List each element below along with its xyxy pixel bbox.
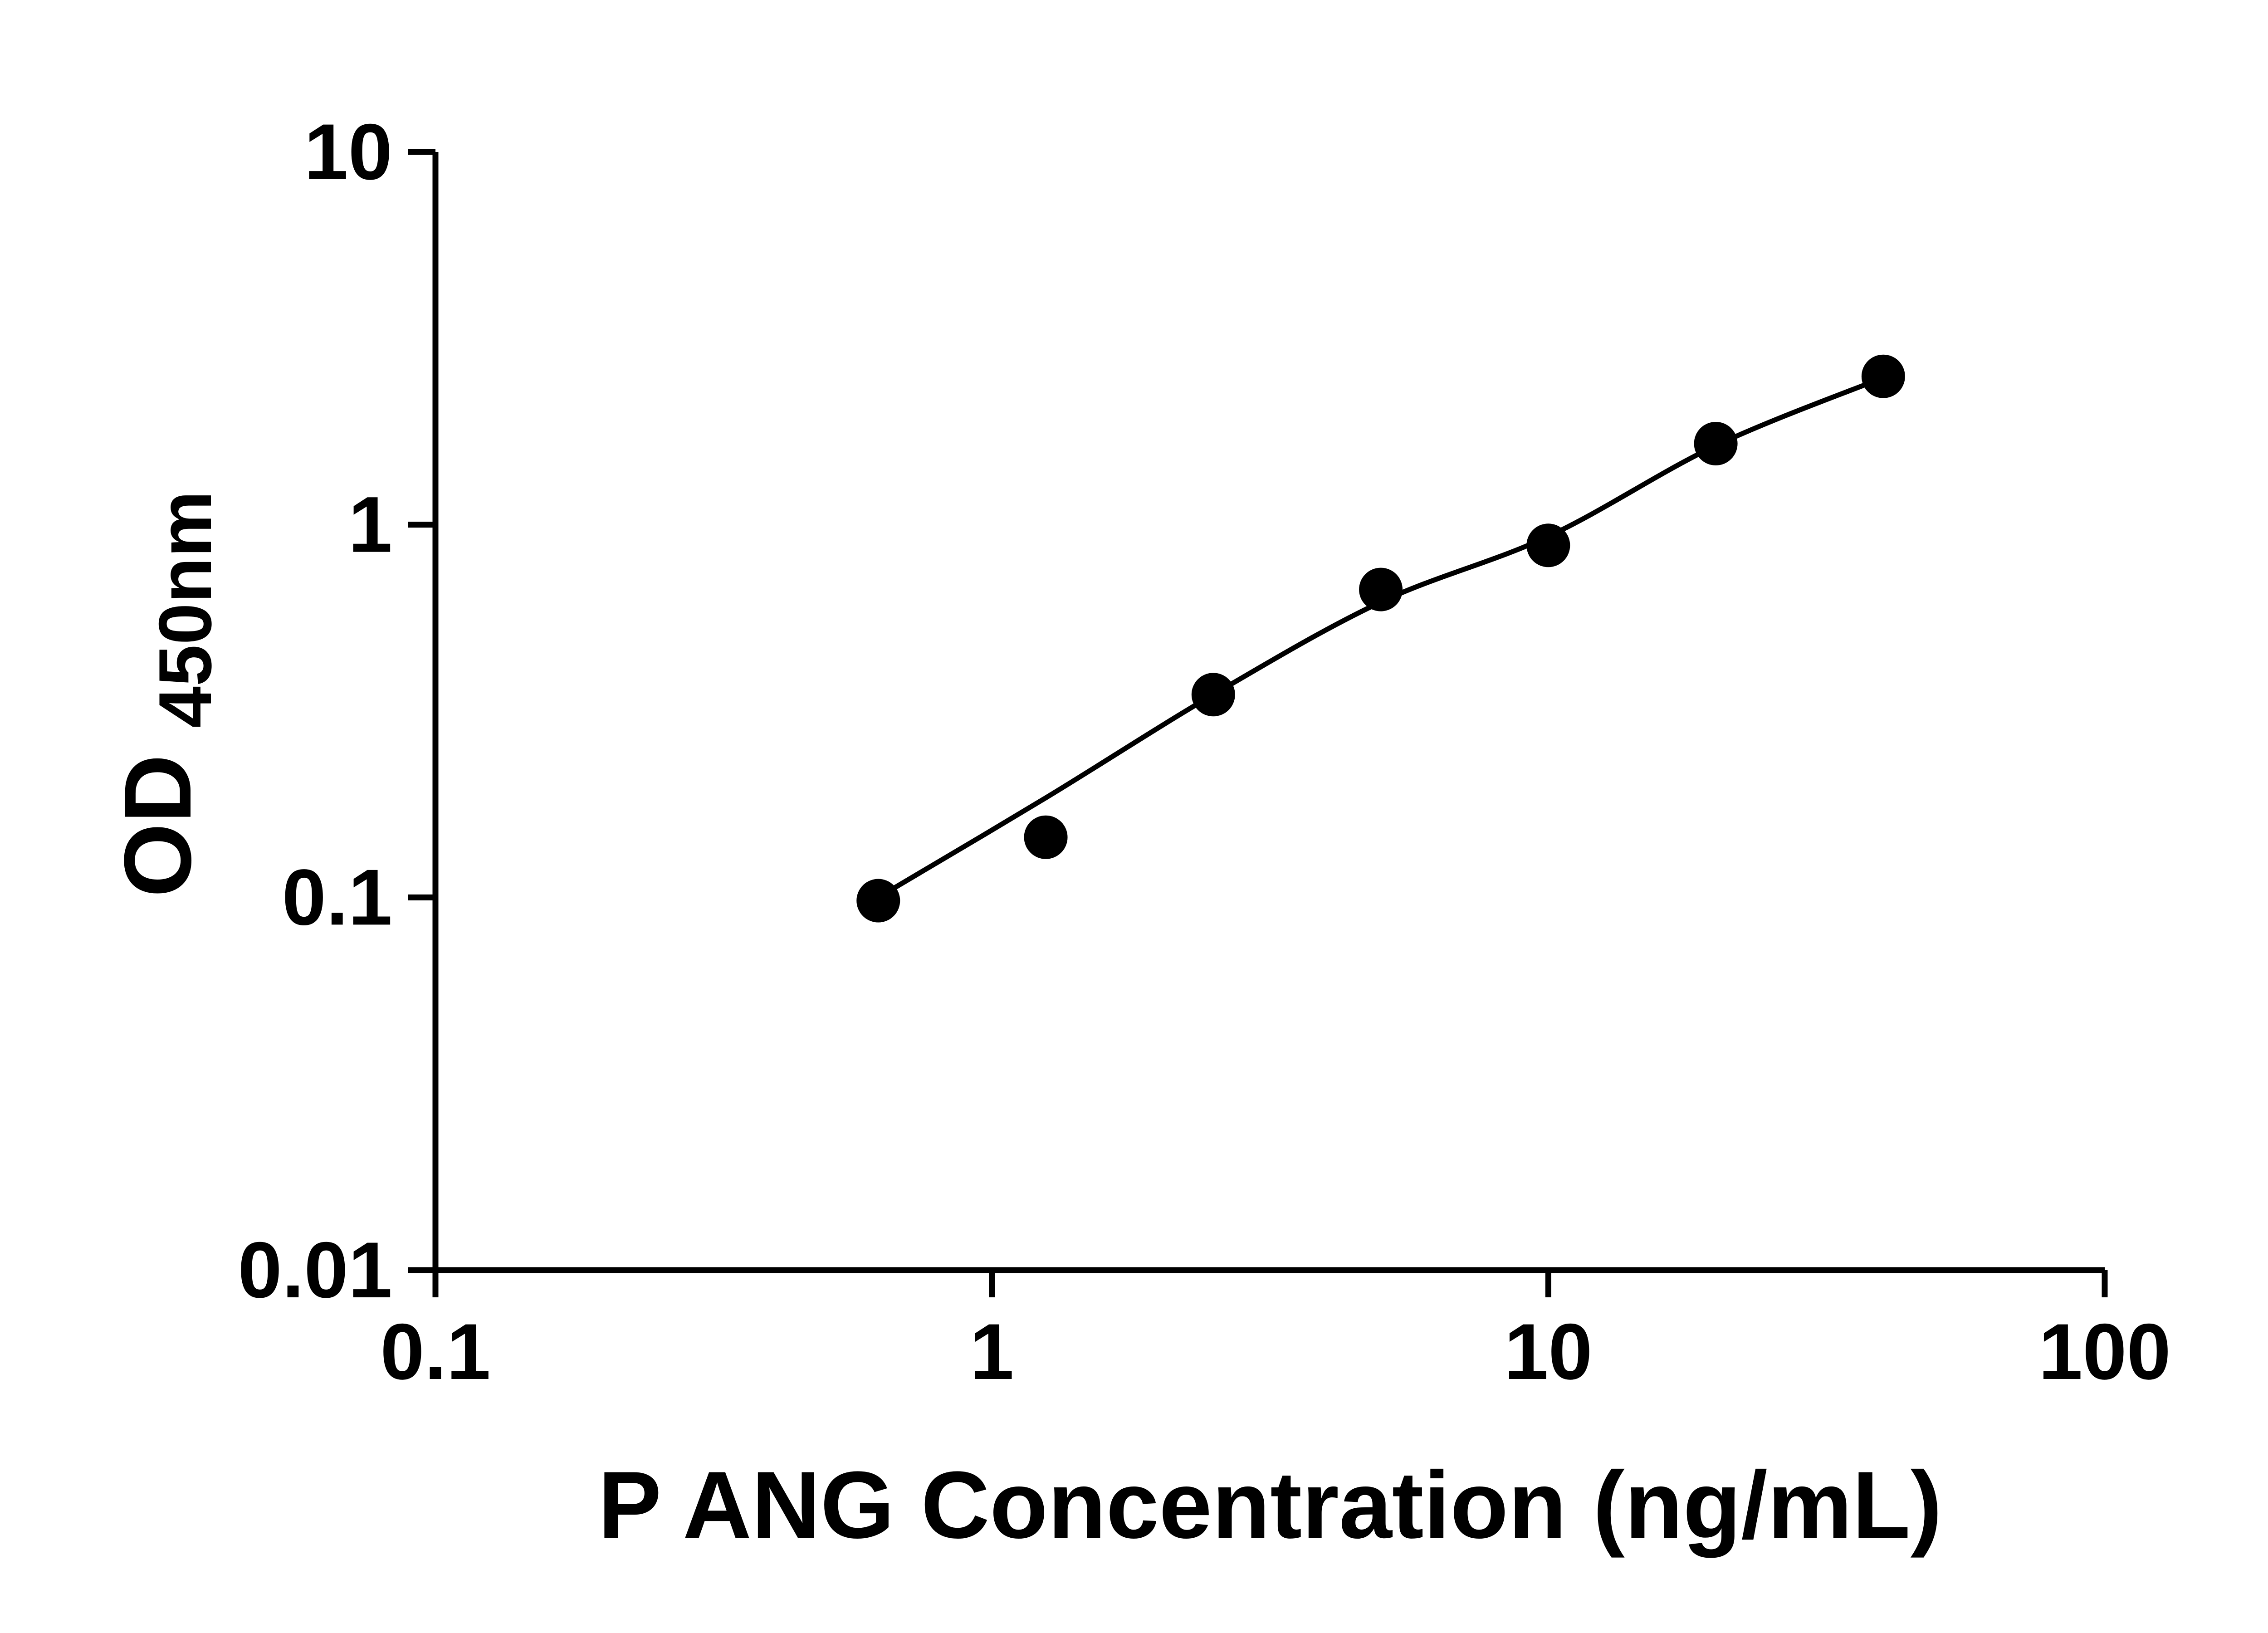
data-point: [856, 879, 900, 923]
data-point: [1359, 567, 1403, 611]
y-axis-title-main: OD: [104, 754, 211, 897]
y-tick-label: 0.1: [282, 853, 392, 942]
x-tick-label: 1: [970, 1308, 1014, 1396]
y-tick-label: 0.01: [238, 1226, 392, 1315]
x-tick-label: 100: [2038, 1308, 2171, 1396]
data-point: [1526, 523, 1570, 567]
x-tick-label: 0.1: [380, 1308, 490, 1396]
x-tick-label: 10: [1504, 1308, 1593, 1396]
data-point: [1694, 421, 1738, 465]
data-point: [1861, 354, 1905, 398]
data-point: [1191, 673, 1235, 717]
y-axis-title: OD 450nm: [104, 491, 227, 897]
data-point: [1024, 815, 1068, 859]
y-tick-label: 1: [348, 481, 392, 569]
y-axis-title-subscript: 450nm: [143, 491, 227, 728]
data-point-layer: [856, 354, 1905, 923]
y-tick-label: 10: [304, 108, 392, 196]
x-axis-title: P ANG Concentration (ng/mL): [598, 1452, 1942, 1558]
